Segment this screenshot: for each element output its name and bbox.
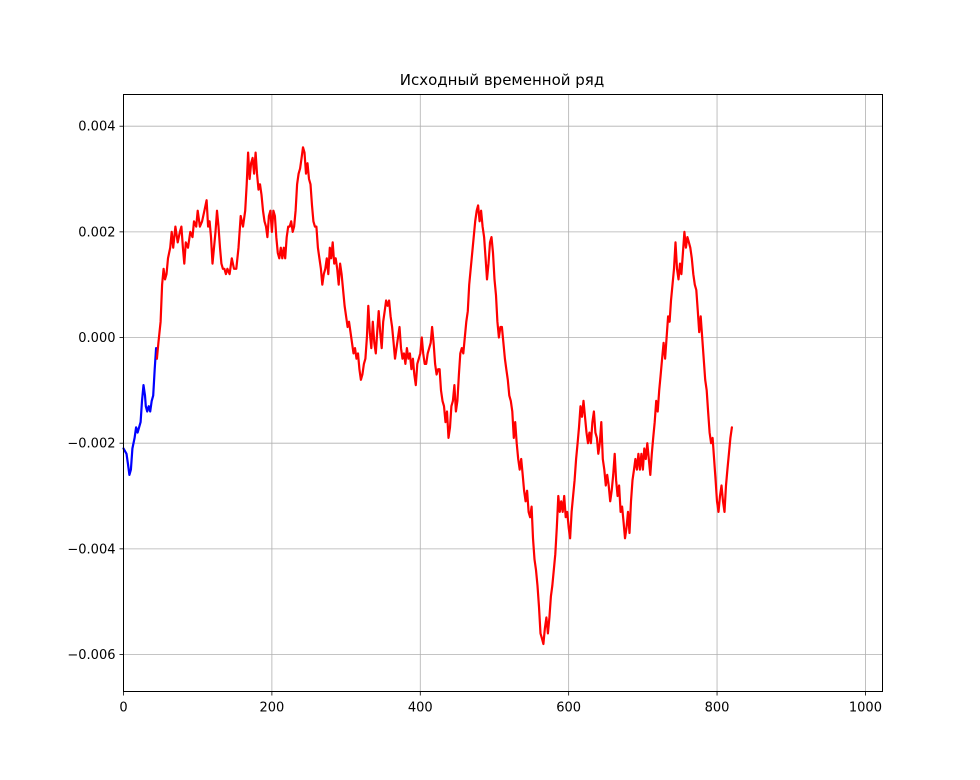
series-lines bbox=[122, 146, 734, 646]
x-tick-label: 800 bbox=[705, 701, 730, 716]
plot-frame bbox=[123, 94, 883, 692]
chart-title: Исходный временной ряд bbox=[400, 71, 604, 89]
x-tick-label: 200 bbox=[259, 701, 284, 716]
y-tick-label: −0.006 bbox=[67, 648, 115, 663]
series-line-1 bbox=[155, 146, 734, 646]
axis-ticks: 0 200 400 600 800 1000 0.004 0.002 0.000 −0.002 −0… bbox=[67, 120, 882, 716]
x-tick-label: 600 bbox=[556, 701, 581, 716]
x-tick-label: 400 bbox=[408, 701, 433, 716]
x-tick-label: 1000 bbox=[849, 701, 882, 716]
series-line-0 bbox=[122, 347, 158, 476]
y-tick-label: 0.002 bbox=[78, 225, 115, 240]
y-tick-label: 0.000 bbox=[78, 331, 115, 346]
y-tick-label: 0.004 bbox=[78, 120, 115, 135]
x-tick-label: 0 bbox=[119, 701, 127, 716]
y-tick-label: −0.004 bbox=[67, 542, 115, 557]
y-tick-label: −0.002 bbox=[67, 437, 115, 452]
